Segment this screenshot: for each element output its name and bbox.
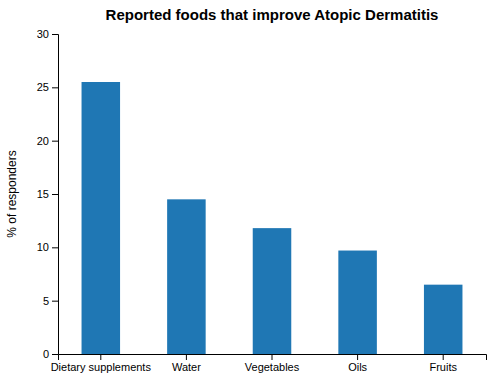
chart-title: Reported foods that improve Atopic Derma… — [106, 6, 439, 23]
tick-mark — [52, 34, 58, 35]
tick-label: 30 — [37, 28, 49, 40]
tick-label: 5 — [43, 295, 49, 307]
tick: 5 — [43, 295, 58, 307]
tick: Dietary supplements — [51, 354, 152, 373]
tick-mark — [272, 354, 273, 360]
tick-label: 20 — [37, 135, 49, 147]
tick: Vegetables — [245, 354, 300, 373]
y-axis-title: % of responders — [5, 150, 19, 237]
tick-label: Fruits — [429, 361, 457, 373]
tick: Fruits — [429, 354, 457, 373]
tick-mark — [52, 247, 58, 248]
tick: 20 — [37, 135, 58, 147]
y-axis: 0 5 10 15 20 25 30 — [37, 28, 59, 360]
tick-mark — [52, 141, 58, 142]
tick-mark — [52, 354, 58, 355]
tick-label: 10 — [37, 241, 49, 253]
tick-mark — [100, 354, 101, 360]
tick-label: Oils — [348, 361, 367, 373]
x-axis: Dietary supplements Water Vegetables Oils Fr… — [51, 354, 487, 373]
tick: 0 — [43, 348, 58, 360]
bar — [82, 82, 121, 354]
tick-mark — [186, 354, 187, 360]
tick: 10 — [37, 241, 58, 253]
tick-mark — [52, 301, 58, 302]
tick: Water — [172, 354, 201, 373]
tick: 15 — [37, 188, 58, 200]
tick: Oils — [348, 354, 367, 373]
tick-label: Dietary supplements — [51, 361, 152, 373]
bar — [338, 251, 377, 354]
chart-svg: 0 5 10 15 20 25 30 Dietary supplements Water Vege… — [0, 0, 500, 384]
axis-line — [59, 355, 487, 361]
bars — [82, 82, 463, 354]
tick-mark — [443, 354, 444, 360]
bar — [424, 285, 463, 354]
tick-mark — [357, 354, 358, 360]
tick-label: 25 — [37, 81, 49, 93]
bar — [167, 199, 206, 354]
tick: 30 — [37, 28, 58, 40]
tick-mark — [52, 194, 58, 195]
bar — [253, 228, 292, 354]
tick-label: 15 — [37, 188, 49, 200]
plot-area: 0 5 10 15 20 25 30 Dietary supplements Water Vege… — [37, 28, 487, 373]
axis-line — [52, 35, 59, 355]
tick-label: Water — [172, 361, 201, 373]
tick-label: 0 — [43, 348, 49, 360]
tick-mark — [52, 87, 58, 88]
tick: 25 — [37, 81, 58, 93]
tick-label: Vegetables — [245, 361, 300, 373]
